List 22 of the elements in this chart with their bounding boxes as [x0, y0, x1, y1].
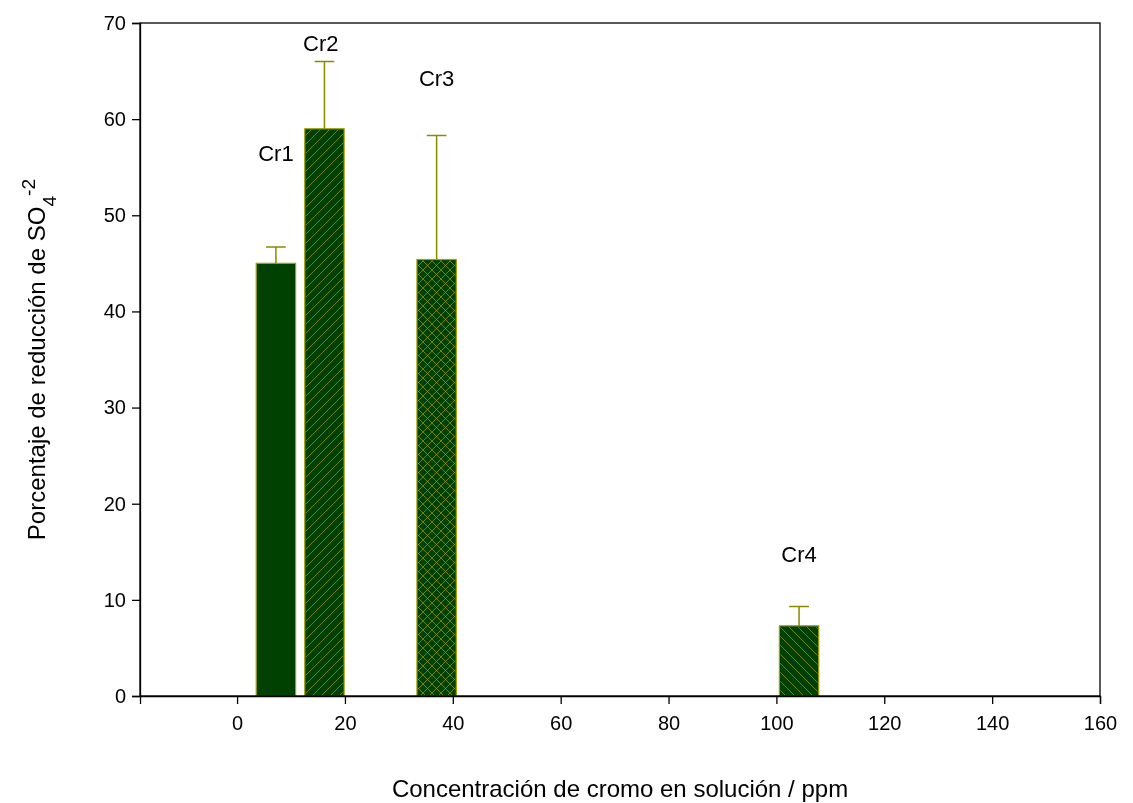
- y-tick-label: 70: [103, 11, 126, 34]
- x-tick-label: 0: [232, 712, 244, 735]
- x-tick-label: 120: [868, 712, 902, 735]
- y-tick-label: 40: [103, 300, 126, 323]
- annotation: Cr1: [258, 141, 294, 167]
- y-tick-label: 10: [103, 588, 126, 611]
- y-tick-label: 30: [103, 396, 126, 419]
- x-axis-title: Concentración de cromo en solución / ppm: [391, 775, 849, 802]
- x-tick-label: 60: [550, 712, 573, 735]
- y-tick-label: 60: [103, 108, 126, 131]
- y-tick-label: 50: [103, 204, 126, 227]
- x-tick-label: 160: [1083, 712, 1118, 735]
- x-tick-label: 140: [975, 712, 1010, 735]
- y-tick-label: 20: [103, 492, 126, 515]
- x-tick-label: 80: [657, 712, 681, 735]
- annotation: Cr3: [418, 65, 455, 91]
- annotation: Cr4: [781, 541, 817, 567]
- annotation: Cr2: [303, 30, 339, 56]
- x-tick-label: 100: [760, 712, 794, 735]
- x-tick-label: 20: [334, 712, 357, 735]
- y-tick-label: 0: [114, 684, 126, 707]
- x-tick-label: 40: [442, 712, 465, 735]
